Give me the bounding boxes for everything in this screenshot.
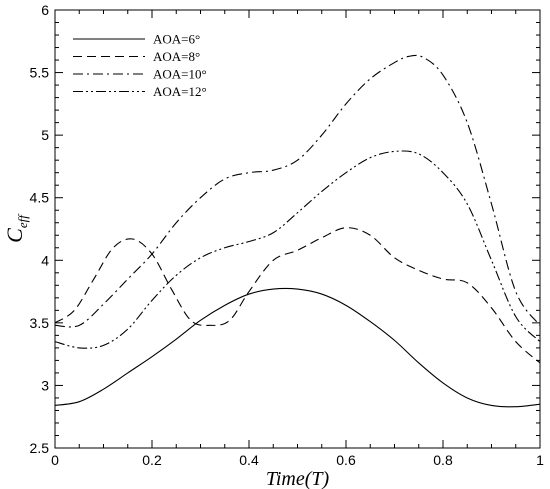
y-axis-label: Ceff — [2, 213, 30, 243]
x-tick-label: 0.8 — [433, 452, 453, 468]
x-tick-label: 0.2 — [142, 452, 162, 468]
series-line-aoa-8 — [54, 227, 541, 364]
plot-frame — [54, 9, 541, 449]
x-tick-label: 0.6 — [336, 452, 356, 468]
y-tick-label: 5 — [41, 127, 49, 143]
series-line-aoa-6 — [54, 287, 541, 408]
legend-label-aoa-8: AOA=8° — [153, 49, 200, 64]
axis-ticks: 0 0.2 0.4 0.6 0.8 1 2.5 3 3.5 4 4.5 5 5.5 6 — [30, 2, 545, 468]
y-tick-label: 4.5 — [30, 190, 50, 206]
y-tick-label: 5.5 — [30, 65, 50, 81]
series-line-aoa-12 — [54, 150, 541, 349]
x-tick-label: 1 — [536, 452, 544, 468]
legend-label-aoa-6: AOA=6° — [153, 32, 200, 47]
y-tick-label: 2.5 — [30, 440, 50, 456]
series-line-aoa-10 — [54, 54, 541, 328]
legend: AOA=6° AOA=8° AOA=10° AOA=12° — [73, 32, 207, 99]
y-tick-label: 6 — [41, 2, 49, 18]
y-tick-label: 3.5 — [30, 315, 50, 331]
y-axis-label-subscript: eff — [15, 213, 30, 228]
series-layer — [54, 54, 541, 408]
y-axis-label-main: C — [2, 228, 27, 243]
legend-label-aoa-12: AOA=12° — [153, 84, 207, 99]
x-tick-label: 0.4 — [239, 452, 259, 468]
x-axis-label: Time(T) — [266, 468, 330, 489]
legend-label-aoa-10: AOA=10° — [153, 67, 207, 82]
y-tick-label: 3 — [41, 377, 49, 393]
x-tick-label: 0 — [51, 452, 59, 468]
y-tick-label: 4 — [41, 252, 49, 268]
